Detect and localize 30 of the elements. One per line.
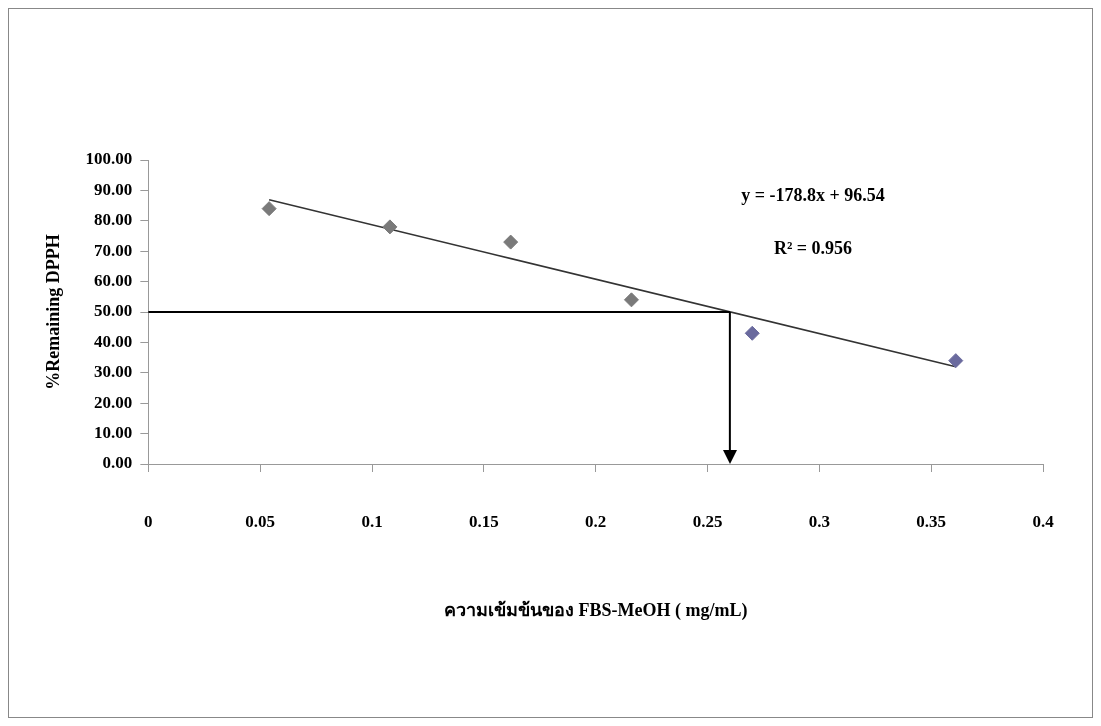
x-tick-label: 0.25 bbox=[692, 511, 723, 531]
annotation: y = -178.8x + 96.54 bbox=[741, 184, 885, 205]
y-tick-label: 100.00 bbox=[85, 149, 133, 169]
y-tick-label: 20.00 bbox=[94, 392, 133, 412]
x-tick-label: 0.05 bbox=[245, 511, 276, 531]
y-tick-label: 70.00 bbox=[94, 240, 133, 260]
y-tick-label: 90.00 bbox=[94, 179, 133, 199]
x-axis-title: ความเข้มข้นของ FBS-MeOH ( mg/mL) bbox=[443, 599, 748, 621]
x-tick-label: 0.15 bbox=[468, 511, 499, 531]
y-tick-label: 0.00 bbox=[102, 453, 133, 473]
x-tick-label: 0.4 bbox=[1032, 511, 1055, 531]
y-tick-label: 40.00 bbox=[94, 331, 133, 351]
y-axis-title: %Remaining DPPH bbox=[43, 234, 64, 390]
point bbox=[382, 219, 398, 235]
x-tick-label: 0.2 bbox=[585, 511, 607, 531]
annotation: R² = 0.956 bbox=[773, 237, 853, 258]
point bbox=[623, 292, 639, 308]
point bbox=[948, 353, 964, 369]
point bbox=[261, 201, 277, 217]
y-tick-label: 50.00 bbox=[94, 301, 133, 321]
x-tick-label: 0.35 bbox=[916, 511, 947, 531]
y-tick-label: 60.00 bbox=[94, 270, 133, 290]
x-tick-label: 0.1 bbox=[361, 511, 383, 531]
y-tick-label: 10.00 bbox=[94, 422, 133, 442]
x-tick-label: 0.3 bbox=[808, 511, 830, 531]
y-tick-label: 30.00 bbox=[94, 362, 133, 382]
x-tick-label: 0 bbox=[144, 511, 153, 531]
point bbox=[503, 234, 519, 250]
point bbox=[744, 325, 760, 341]
y-tick-label: 80.00 bbox=[94, 210, 133, 230]
